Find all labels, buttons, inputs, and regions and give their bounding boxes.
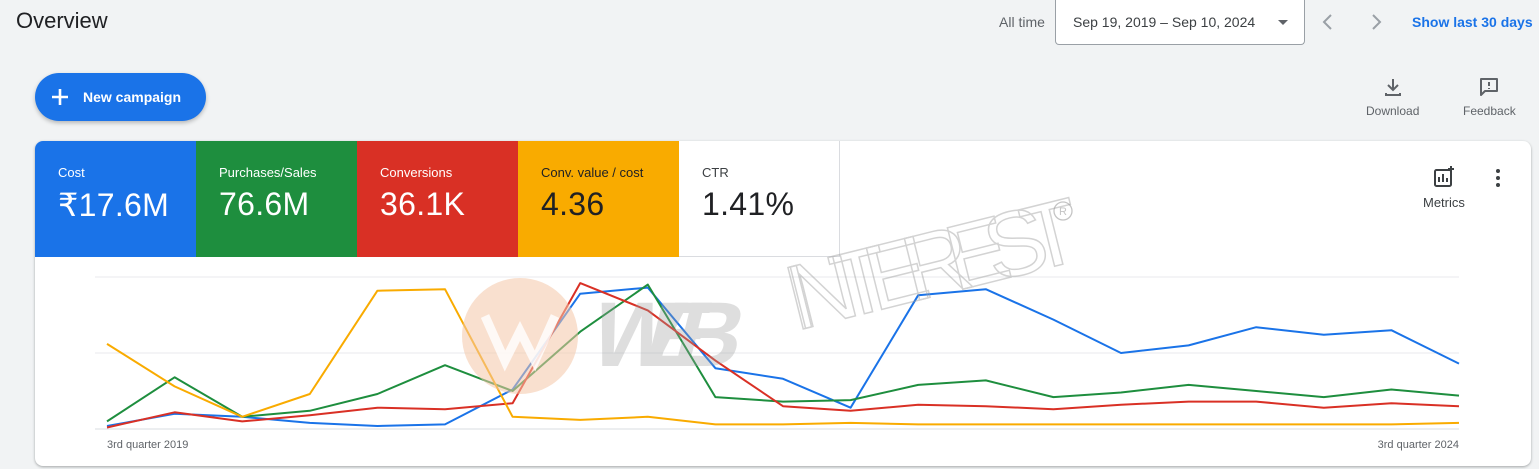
series-line-conversions	[106, 282, 1460, 429]
metrics-button[interactable]: Metrics	[1423, 165, 1465, 210]
svg-text:R: R	[1059, 206, 1067, 218]
previous-period-button[interactable]	[1316, 10, 1340, 34]
show-last-30-days-link[interactable]: Show last 30 days	[1412, 14, 1533, 30]
scorecard-value: 1.41%	[702, 186, 795, 222]
scorecard-label: Conv. value / cost	[541, 165, 644, 180]
metrics-chart-icon	[1433, 166, 1454, 187]
x-axis-end-label: 3rd quarter 2024	[1378, 439, 1459, 451]
series-line-conv-value-cost	[106, 288, 1460, 426]
chevron-right-icon	[1372, 14, 1382, 30]
performance-line-chart: 3rd quarter 2019 3rd quarter 2024	[95, 276, 1460, 451]
feedback-label: Feedback	[1463, 104, 1516, 118]
scorecard-label: Cost	[58, 165, 85, 180]
all-time-label: All time	[999, 14, 1045, 30]
more-options-icon[interactable]	[1489, 167, 1507, 189]
caret-down-icon	[1278, 20, 1288, 25]
x-axis-start-label: 3rd quarter 2019	[107, 439, 188, 451]
chevron-left-icon	[1322, 14, 1332, 30]
scorecard-value: 36.1K	[380, 186, 466, 222]
plus-icon	[52, 89, 68, 105]
scorecard-purchases-sales[interactable]: Purchases/Sales 76.6M	[196, 141, 357, 257]
download-button[interactable]: Download	[1366, 76, 1419, 118]
feedback-button[interactable]: Feedback	[1463, 76, 1516, 118]
scorecard-label: Purchases/Sales	[219, 165, 317, 180]
scorecard-conversions[interactable]: Conversions 36.1K	[357, 141, 518, 257]
overview-card: Cost ₹17.6M Purchases/Sales 76.6M Conver…	[35, 141, 1531, 466]
scorecard-label: Conversions	[380, 165, 453, 180]
next-period-button[interactable]	[1364, 10, 1388, 34]
scorecard-cost[interactable]: Cost ₹17.6M	[35, 141, 196, 257]
scorecard-value: 76.6M	[219, 186, 310, 222]
date-range-picker[interactable]: Sep 19, 2019 – Sep 10, 2024	[1055, 0, 1305, 45]
series-line-cost	[106, 286, 1460, 427]
feedback-icon	[1480, 78, 1499, 96]
scorecard-ctr[interactable]: CTR 1.41%	[679, 141, 840, 257]
metrics-label: Metrics	[1423, 195, 1465, 210]
series-line-purchases-sales	[106, 283, 1460, 423]
download-icon	[1384, 79, 1401, 96]
scorecard-value: ₹17.6M	[58, 187, 170, 223]
new-campaign-button[interactable]: New campaign	[35, 73, 206, 121]
scorecard-value: 4.36	[541, 186, 605, 222]
download-label: Download	[1366, 104, 1420, 118]
scorecard-conv-value-cost[interactable]: Conv. value / cost 4.36	[518, 141, 679, 257]
new-campaign-label: New campaign	[83, 89, 182, 105]
scorecard-label: CTR	[702, 165, 729, 180]
page-title: Overview	[16, 8, 108, 33]
date-range-value: Sep 19, 2019 – Sep 10, 2024	[1073, 14, 1256, 30]
